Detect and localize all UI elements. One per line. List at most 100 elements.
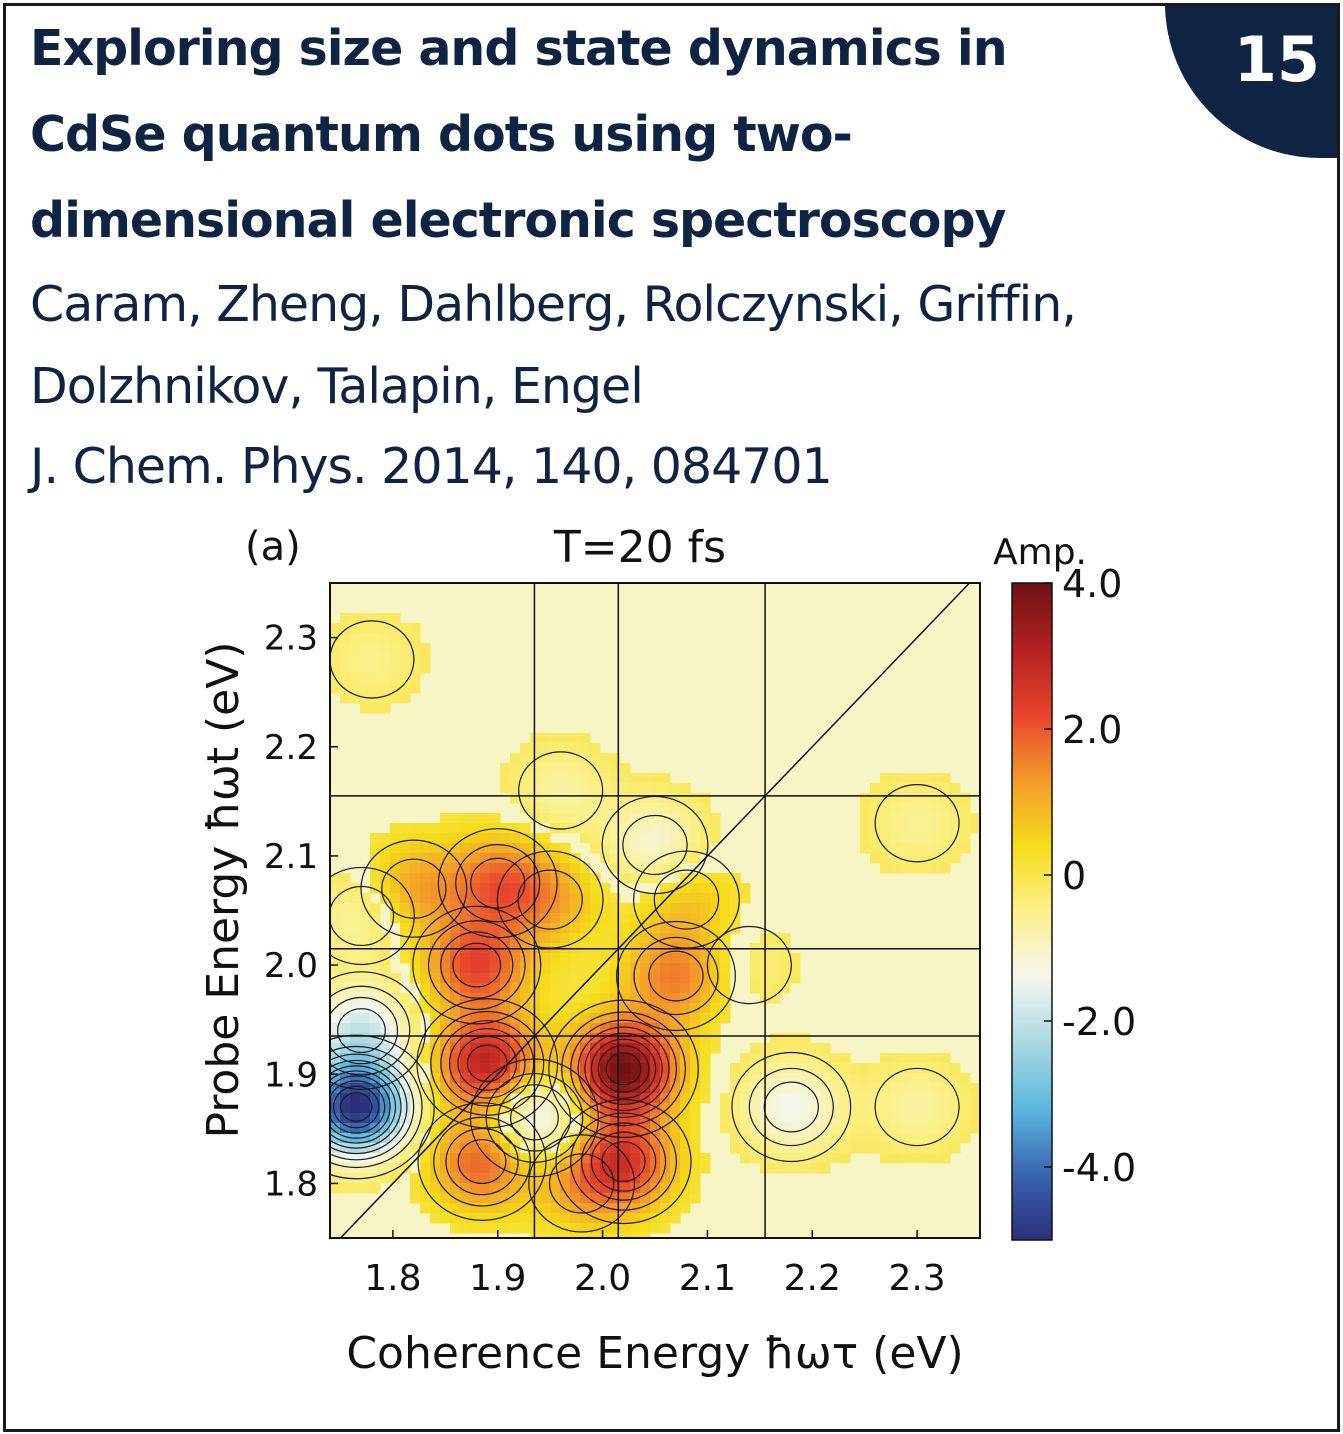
heat-cell [530, 763, 541, 774]
heat-cell [380, 693, 391, 704]
heat-cell [540, 1003, 551, 1014]
heat-cell [330, 623, 341, 634]
heat-cell [790, 1053, 801, 1064]
heat-cell [360, 893, 371, 904]
contour-line [706, 925, 792, 1005]
heat-cell [510, 1083, 521, 1094]
heat-cell [370, 1123, 381, 1134]
heat-cell [380, 683, 391, 694]
heat-cell [460, 983, 471, 994]
heat-cell [620, 913, 631, 924]
heat-cell [390, 1143, 401, 1154]
heat-cell [440, 963, 451, 974]
heat-cell [460, 1043, 471, 1054]
heat-cell [390, 853, 401, 864]
heat-cell [930, 1153, 941, 1164]
heat-cell [580, 1163, 591, 1174]
heat-cell [560, 1073, 571, 1084]
heat-cell [390, 623, 401, 634]
heat-cell [560, 1003, 571, 1014]
heat-cell [960, 793, 971, 804]
heat-cell [500, 1213, 511, 1224]
heat-cell [590, 883, 601, 894]
heat-cell [590, 1223, 601, 1234]
heat-cell [430, 973, 441, 984]
heat-cell [480, 873, 491, 884]
heat-cell [690, 1173, 701, 1184]
heat-cell [390, 1133, 401, 1144]
heat-cell [520, 973, 531, 984]
heat-cell [340, 1003, 351, 1014]
heat-cell [890, 1083, 901, 1094]
heat-cell [960, 1083, 971, 1094]
heat-cell [640, 1133, 651, 1144]
heat-cell [590, 993, 601, 1004]
heat-cell [340, 653, 351, 664]
heat-cell [340, 1103, 351, 1114]
heat-cell [550, 733, 561, 744]
heat-cell [520, 1023, 531, 1034]
heat-cell [420, 973, 431, 984]
heat-cell [630, 1103, 641, 1114]
heat-cell [700, 1053, 711, 1064]
heat-cell [600, 1063, 611, 1074]
heat-cell [620, 953, 631, 964]
contour-line [330, 1070, 397, 1144]
heat-cell [500, 1203, 511, 1214]
heat-cell [480, 973, 491, 984]
heat-cell [570, 1143, 581, 1154]
heat-cell [720, 873, 731, 884]
heat-cell [470, 1183, 481, 1194]
heat-cell [750, 1093, 761, 1104]
heat-cell [860, 843, 871, 854]
heat-cell [540, 1183, 551, 1194]
heat-cell [530, 873, 541, 884]
heat-cell [540, 1113, 551, 1124]
heat-cell [370, 613, 381, 624]
contour-line [748, 1067, 834, 1147]
heat-cell [670, 783, 681, 794]
heat-cell [620, 1233, 631, 1238]
heat-cell [970, 1113, 980, 1124]
heat-cell [620, 803, 631, 814]
heat-cell [470, 1153, 481, 1164]
heat-cell [520, 1013, 531, 1024]
badge-number: 15 [1233, 23, 1320, 96]
heat-cell [640, 913, 651, 924]
heat-cell [540, 933, 551, 944]
heat-cell [610, 953, 621, 964]
heat-cell [550, 873, 561, 884]
heat-cell [600, 1073, 611, 1084]
heat-cell [490, 1143, 501, 1154]
heat-cell [550, 803, 561, 814]
heat-cell [660, 1083, 671, 1094]
authors-line-2: Dolzhnikov, Talapin, Engel [30, 358, 644, 415]
heat-cell [530, 753, 541, 764]
heat-cell [710, 833, 721, 844]
heat-cell [640, 1023, 651, 1034]
heat-cell [660, 863, 671, 874]
heat-cell [400, 913, 411, 924]
heat-cell [930, 823, 941, 834]
heat-cell [590, 843, 601, 854]
heat-cell [850, 1103, 861, 1114]
heatmap-field [330, 583, 980, 1238]
heat-cell [360, 1033, 371, 1044]
heat-cell [590, 1103, 601, 1114]
heat-cell [700, 973, 711, 984]
heat-cell [410, 893, 421, 904]
heat-cell [340, 1143, 351, 1154]
heat-cell [650, 1123, 661, 1134]
heat-cell [590, 1003, 601, 1014]
heat-cell [540, 893, 551, 904]
heat-cell [360, 1143, 371, 1154]
heat-cell [450, 983, 461, 994]
heat-cell [670, 833, 681, 844]
heat-cell [330, 923, 341, 934]
heat-cell [590, 983, 601, 994]
heat-cell [870, 1143, 881, 1154]
heat-cell [640, 873, 651, 884]
heat-cell [630, 1093, 641, 1104]
heat-cell [400, 923, 411, 934]
heat-cell [360, 693, 371, 704]
